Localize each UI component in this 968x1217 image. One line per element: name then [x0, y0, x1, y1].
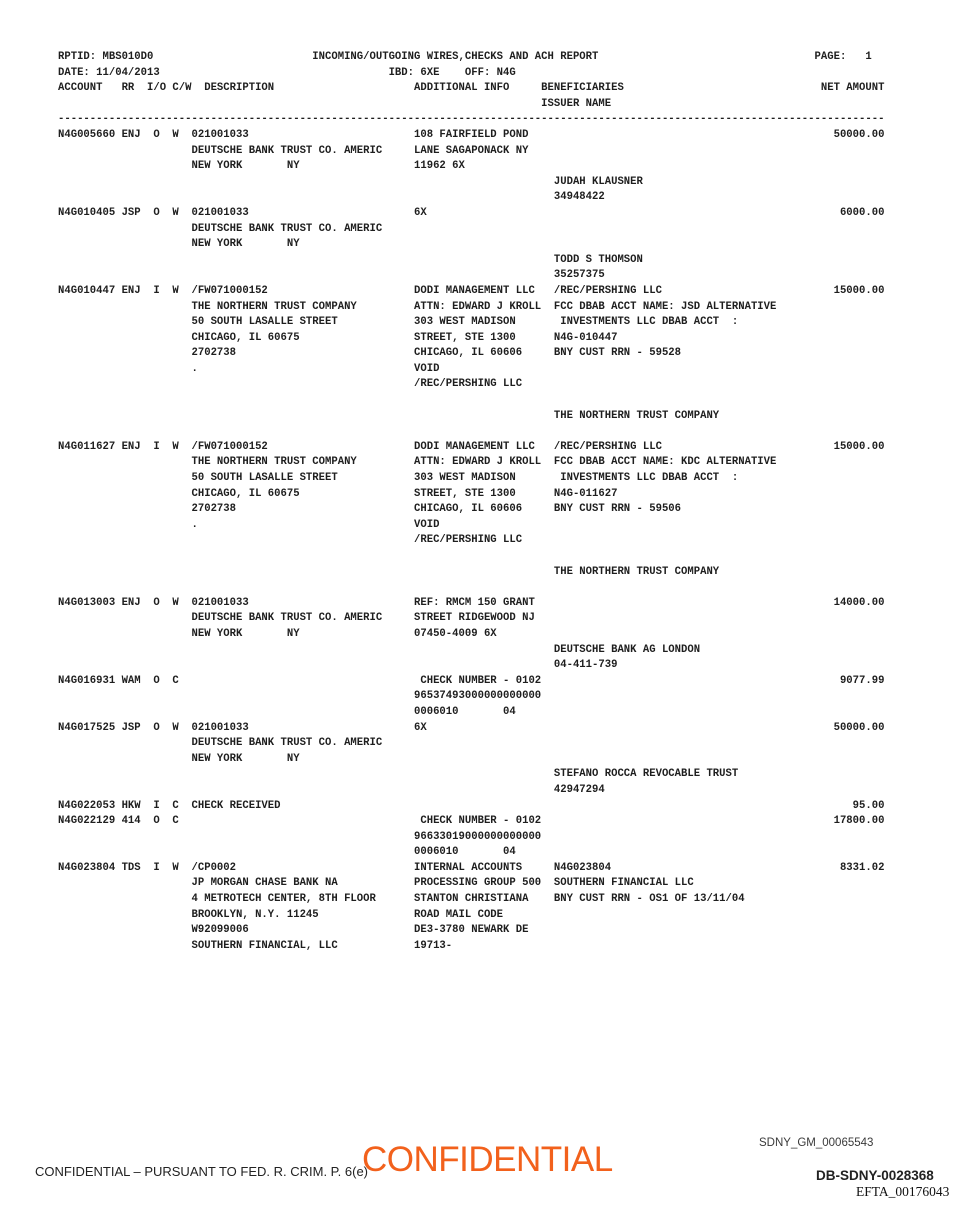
report-line: THE NORTHERN TRUST COMPANY	[58, 565, 720, 578]
report-line: THE NORTHERN TRUST COMPANY ATTN: EDWARD …	[58, 300, 777, 313]
report-line: 34948422	[58, 191, 605, 204]
report-line: N4G010405 JSP O W 021001033 6X 6000.00	[58, 206, 885, 219]
report-line: W92099006 DE3-3780 NEWARK DE	[58, 924, 529, 937]
report-line: N4G023804 TDS I W /CP0002 INTERNAL ACCOU…	[58, 861, 885, 874]
report-line: 50 SOUTH LASALLE STREET 303 WEST MADISON…	[58, 316, 739, 329]
report-line: DEUTSCHE BANK TRUST CO. AMERIC	[58, 737, 383, 750]
report-line: 2702738 CHICAGO, IL 60606 BNY CUST RRN -…	[58, 503, 682, 516]
report-line: DEUTSCHE BANK TRUST CO. AMERIC STREET RI…	[58, 612, 535, 625]
report-line: /REC/PERSHING LLC	[58, 378, 523, 391]
report-line: THE NORTHERN TRUST COMPANY	[58, 409, 720, 422]
report-line: JP MORGAN CHASE BANK NA PROCESSING GROUP…	[58, 877, 694, 890]
report-line: 0006010 04	[58, 846, 516, 859]
report-line: TODD S THOMSON	[58, 253, 643, 266]
report-line: N4G011627 ENJ I W /FW071000152 DODI MANA…	[58, 440, 885, 453]
report-line: N4G013003 ENJ O W 021001033 REF: RMCM 15…	[58, 596, 885, 609]
confidential-notice: CONFIDENTIAL – PURSUANT TO FED. R. CRIM.…	[35, 1164, 369, 1179]
report-line: SOUTHERN FINANCIAL, LLC 19713-	[58, 939, 453, 952]
report-line: CHICAGO, IL 60675 STREET, STE 1300 N4G-0…	[58, 331, 618, 344]
report-line: 42947294	[58, 783, 605, 796]
report-line: JUDAH KLAUSNER	[58, 175, 643, 188]
report-line: DATE: 11/04/2013 IBD: 6XE OFF: N4G	[58, 66, 516, 79]
report-line: BROOKLYN, N.Y. 11245 ROAD MAIL CODE	[58, 908, 504, 921]
report-line: NEW YORK NY	[58, 752, 300, 765]
report-line	[58, 580, 884, 596]
report-line: 0006010 04	[58, 705, 516, 718]
report-line: N4G022053 HKW I C CHECK RECEIVED 95.00	[58, 799, 885, 812]
report-line: STEFANO ROCCA REVOCABLE TRUST	[58, 768, 739, 781]
report-line: 4 METROTECH CENTER, 8TH FLOOR STANTON CH…	[58, 893, 745, 906]
report-line: 50 SOUTH LASALLE STREET 303 WEST MADISON…	[58, 472, 739, 485]
bates-number: DB-SDNY-0028368	[816, 1168, 934, 1183]
report-line	[58, 549, 884, 565]
report-line: N4G005660 ENJ O W 021001033 108 FAIRFIEL…	[58, 128, 885, 141]
report-line: N4G010447 ENJ I W /FW071000152 DODI MANA…	[58, 284, 885, 297]
report-line: /REC/PERSHING LLC	[58, 534, 523, 547]
report-line: N4G017525 JSP O W 021001033 6X 50000.00	[58, 721, 885, 734]
report-line: DEUTSCHE BANK AG LONDON	[58, 643, 701, 656]
report-line: ACCOUNT RR I/O C/W DESCRIPTION ADDITIONA…	[58, 82, 885, 95]
report-line: . VOID	[58, 362, 440, 375]
sdny-doc-id-stamp: SDNY_GM_00065543	[759, 1137, 874, 1149]
efta-number: EFTA_00176043	[856, 1184, 950, 1199]
report-line	[58, 393, 884, 409]
report-line: . VOID	[58, 518, 440, 531]
report-line: NEW YORK NY 07450-4009 6X	[58, 627, 497, 640]
report-line: 35257375	[58, 269, 605, 282]
report-line: 96537493000000000000	[58, 690, 542, 703]
report-line: 2702738 CHICAGO, IL 60606 BNY CUST RRN -…	[58, 347, 682, 360]
report-line: DEUTSCHE BANK TRUST CO. AMERIC	[58, 222, 383, 235]
report-line: CHICAGO, IL 60675 STREET, STE 1300 N4G-0…	[58, 487, 618, 500]
report-line: ISSUER NAME	[58, 97, 612, 110]
report-line: N4G022129 414 O C CHECK NUMBER - 0102 17…	[58, 815, 885, 828]
report-line: NEW YORK NY	[58, 238, 300, 251]
report-line: 04-411-739	[58, 659, 618, 672]
report-line: THE NORTHERN TRUST COMPANY ATTN: EDWARD …	[58, 456, 777, 469]
report-line: RPTID: MBS010D0 INCOMING/OUTGOING WIRES,…	[58, 51, 872, 63]
report-line: ----------------------------------------…	[58, 113, 885, 126]
confidential-stamp: CONFIDENTIAL	[362, 1140, 613, 1179]
report-line: DEUTSCHE BANK TRUST CO. AMERIC LANE SAGA…	[58, 144, 529, 157]
report-body: RPTID: MBS010D0 INCOMING/OUTGOING WIRES,…	[58, 50, 884, 954]
report-line: NEW YORK NY 11962 6X	[58, 160, 465, 173]
report-line: 96633019000000000000	[58, 830, 542, 843]
report-line	[58, 424, 884, 440]
report-line: N4G016931 WAM O C CHECK NUMBER - 0102 90…	[58, 674, 885, 687]
